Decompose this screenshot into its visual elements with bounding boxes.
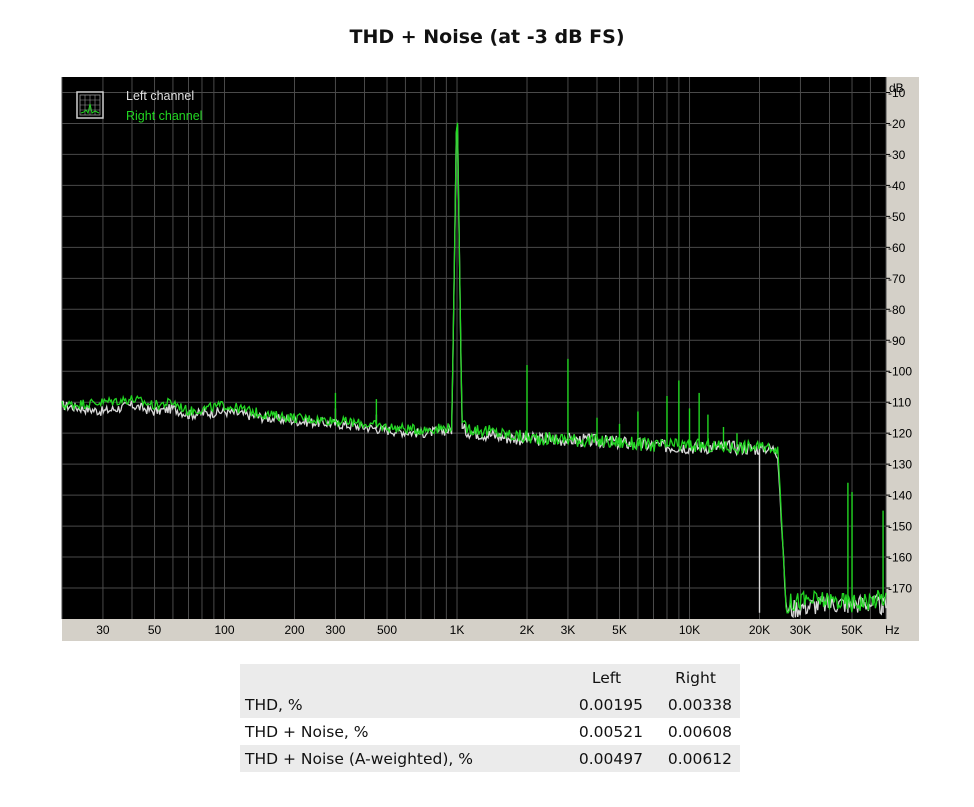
row-right-value: 0.00608 xyxy=(651,718,740,745)
x-tick-label: 20K xyxy=(749,623,770,637)
x-tick-label: 5K xyxy=(612,623,627,637)
y-tick-label: -130 xyxy=(888,458,912,472)
legend-left-channel: Left channel xyxy=(126,89,194,103)
y-tick-label: -120 xyxy=(888,427,912,441)
series-trace xyxy=(61,122,887,614)
results-table: Left Right THD, % 0.00195 0.00338 THD + … xyxy=(240,664,740,772)
results-header-row: Left Right xyxy=(240,664,740,691)
series-group xyxy=(61,122,887,619)
x-tick-label: 300 xyxy=(325,623,345,637)
x-tick-labels: 30 50 100 200 300 500 1K 2K 3K 5K 10K 20K 30K 50K xyxy=(96,623,862,637)
y-tick-label: -20 xyxy=(888,117,906,131)
x-tick-label: 3K xyxy=(561,623,576,637)
y-tick-label: -60 xyxy=(888,241,906,255)
row-right-value: 0.00338 xyxy=(651,691,740,718)
x-tick-label: 30 xyxy=(96,623,110,637)
y-tick-label: -30 xyxy=(888,148,906,162)
row-label: THD + Noise (A-weighted), % xyxy=(240,745,562,772)
y-tick-label: -40 xyxy=(888,179,906,193)
y-tick-label: -50 xyxy=(888,210,906,224)
row-label: THD, % xyxy=(240,691,562,718)
results-header-right: Right xyxy=(651,664,740,691)
x-tick-label: 30K xyxy=(790,623,811,637)
y-tick-label: -140 xyxy=(888,489,912,503)
results-row-thd-noise-a-weighted: THD + Noise (A-weighted), % 0.00497 0.00… xyxy=(240,745,740,772)
y-tick-label: -90 xyxy=(888,334,906,348)
legend-right-channel: Right channel xyxy=(126,109,202,123)
y-tick-label: -110 xyxy=(888,396,911,410)
grid-lines xyxy=(61,77,887,619)
spectrum-analyzer-icon xyxy=(76,91,104,119)
x-tick-label: 2K xyxy=(520,623,535,637)
x-tick-label: 50 xyxy=(148,623,162,637)
results-header-left: Left xyxy=(562,664,651,691)
x-tick-label: 1K xyxy=(450,623,465,637)
series-right-channel xyxy=(61,122,887,614)
y-unit-label: dB xyxy=(889,81,904,95)
x-tick-label: 200 xyxy=(284,623,304,637)
y-tick-label: -80 xyxy=(888,303,906,317)
y-tick-label: -10 xyxy=(888,86,906,100)
chart-title: THD + Noise (at -3 dB FS) xyxy=(349,26,625,48)
y-tick-label: -160 xyxy=(888,551,912,565)
plot-area xyxy=(62,77,886,619)
row-left-value: 0.00521 xyxy=(562,718,651,745)
results-header-label xyxy=(240,664,562,691)
x-unit-label: Hz xyxy=(885,623,900,637)
results-row-thd: THD, % 0.00195 0.00338 xyxy=(240,691,740,718)
row-right-value: 0.00612 xyxy=(651,745,740,772)
x-tick-label: 500 xyxy=(377,623,397,637)
row-label: THD + Noise, % xyxy=(240,718,562,745)
y-tick-labels: -10 -20 -30 -40 -50 -60 -70 -80 -90 -100 -110 -120 -… xyxy=(886,86,912,596)
x-tick-label: 100 xyxy=(214,623,234,637)
y-tick-label: -150 xyxy=(888,520,912,534)
legend: Left channel Right channel xyxy=(76,89,202,123)
x-tick-label: 10K xyxy=(679,623,700,637)
results-row-thd-noise: THD + Noise, % 0.00521 0.00608 xyxy=(240,718,740,745)
x-tick-label: 50K xyxy=(841,623,862,637)
row-left-value: 0.00195 xyxy=(562,691,651,718)
row-left-value: 0.00497 xyxy=(562,745,651,772)
y-tick-label: -70 xyxy=(888,272,906,286)
y-tick-label: -170 xyxy=(888,582,912,596)
y-tick-label: -100 xyxy=(888,365,912,379)
